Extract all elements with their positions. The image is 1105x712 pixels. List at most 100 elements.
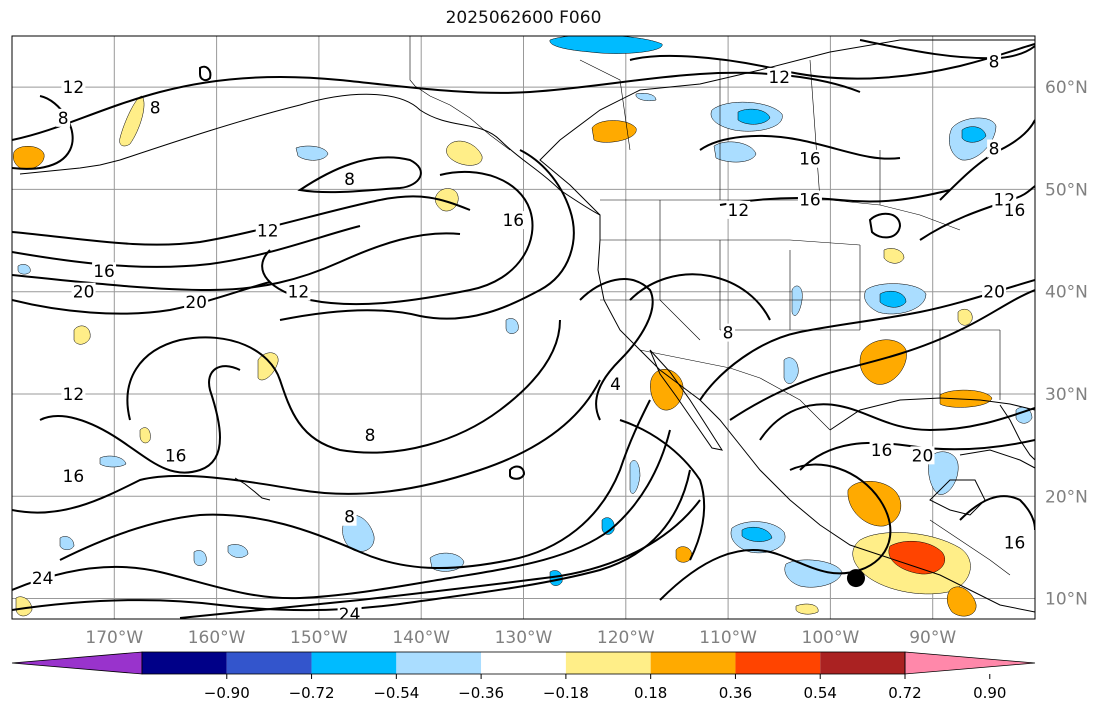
contour-label-background — [92, 262, 117, 281]
contour-line — [579, 278, 654, 421]
longitude-label: 100°W — [802, 628, 860, 648]
positive-anomaly-area — [939, 389, 993, 408]
cuba-coastline — [959, 449, 1035, 469]
contour-label: 12 — [288, 283, 310, 303]
contour-line — [699, 279, 1035, 401]
colorbar-tick-label: 0.72 — [888, 684, 921, 702]
positive-anomaly-area — [119, 95, 145, 147]
contour-line — [719, 189, 951, 206]
longitude-label: 170°W — [85, 628, 143, 648]
alaska-canada-border — [409, 36, 511, 151]
positive-anomaly-area — [257, 352, 279, 381]
contour-label: 8 — [365, 426, 376, 446]
colorbar: −0.90 −0.72 −0.54 −0.36 −0.18 0.18 0.36 0.54 0.7… — [11, 651, 1036, 702]
contour-label-background — [286, 282, 311, 301]
longitude-label: 150°W — [290, 628, 348, 648]
colorbar-segment — [735, 652, 821, 674]
contour-label: 4 — [610, 375, 621, 395]
negative-anomaly-area — [227, 544, 249, 558]
negative-anomaly-area — [549, 570, 563, 586]
colorbar-segment — [396, 652, 482, 674]
latitude-label: 40°N — [1045, 283, 1088, 303]
contour-label: 16 — [799, 191, 821, 211]
colorbar-tick-label: 0.90 — [973, 684, 1006, 702]
negative-anomaly-area — [961, 126, 987, 143]
contour-label-background — [71, 282, 96, 301]
contour-line — [699, 134, 901, 160]
colorbar-tick-label: −0.18 — [543, 684, 589, 702]
contour-line — [12, 71, 861, 141]
negative-anomaly-area — [193, 550, 207, 566]
positive-anomaly-area — [591, 120, 637, 143]
contour-line — [12, 225, 361, 268]
contour-label: 12 — [728, 201, 750, 221]
contour-line — [59, 399, 651, 570]
contour-label-background — [721, 323, 736, 342]
negative-anomaly-area — [295, 145, 329, 161]
positive-anomaly-area — [883, 248, 905, 264]
contour-label-background — [726, 200, 751, 219]
contour-label-background — [987, 52, 1002, 71]
contour-line — [868, 212, 902, 239]
contour-label-background — [163, 446, 188, 465]
contour-label: 16 — [165, 446, 187, 466]
positive-anomaly-area — [435, 188, 459, 212]
contour-label-background — [342, 507, 357, 526]
contour-line — [39, 365, 241, 474]
canada-provinces — [579, 59, 881, 205]
positive-anomaly-area — [13, 146, 45, 170]
contour-line — [12, 281, 271, 315]
contour-label: 16 — [1004, 201, 1026, 221]
colorbar-tick-label: −0.36 — [458, 684, 504, 702]
contour-label-background — [982, 282, 1007, 301]
negative-anomaly-area — [879, 291, 907, 308]
positive-anomaly-area — [73, 325, 91, 345]
contour-line — [12, 379, 601, 514]
contour-line — [509, 465, 526, 480]
contour-label-background — [1002, 200, 1027, 219]
contour-label: 8 — [723, 324, 734, 344]
contour-label: 20 — [912, 446, 934, 466]
baja-california-coastline — [649, 349, 724, 451]
contour-label-background — [61, 384, 86, 403]
contour-label-background — [501, 211, 526, 230]
contour-label-background — [767, 67, 792, 86]
contour-line — [12, 469, 691, 612]
negative-anomaly-area — [784, 559, 843, 588]
contour-line — [12, 232, 461, 292]
negative-anomaly-area — [928, 451, 959, 495]
negative-anomaly-area — [505, 318, 519, 334]
contour-label-background — [797, 190, 822, 209]
negative-anomaly-area — [635, 93, 657, 102]
longitude-labels: 170°W 160°W 150°W 140°W 130°W 120°W 110°W 100°W… — [85, 628, 956, 648]
colorbar-tick-label: −0.72 — [289, 684, 335, 702]
contour-label: 20 — [983, 283, 1005, 303]
contour-label-background — [342, 170, 357, 189]
latitude-label: 60°N — [1045, 78, 1088, 98]
contour-label-background — [987, 139, 1002, 158]
negative-anomaly-area — [17, 264, 31, 275]
contour-label: 12 — [768, 68, 790, 88]
positive-anomaly-area — [795, 603, 819, 615]
alaska-coastline — [119, 93, 601, 216]
contour-label-background — [30, 569, 55, 588]
contour-label: 16 — [799, 150, 821, 170]
contour-label: 16 — [1004, 533, 1026, 553]
contour-label: 20 — [185, 293, 207, 313]
contour-label: 8 — [344, 508, 355, 528]
contour-label: 24 — [339, 605, 361, 625]
colorbar-tick-label: 0.54 — [804, 684, 837, 702]
contour-line — [279, 149, 575, 321]
colorbar-segment — [311, 652, 397, 674]
contour-label: 16 — [502, 211, 524, 231]
contour-label: 12 — [63, 78, 85, 98]
contour-label: 8 — [989, 53, 1000, 73]
contour-line — [959, 495, 1035, 531]
colorbar-segment — [481, 652, 566, 674]
contour-line — [729, 289, 1035, 421]
positive-anomaly-area — [15, 596, 33, 617]
map-title: 2025062600 F060 — [445, 8, 602, 28]
state-lines — [600, 200, 1001, 400]
longitude-label: 90°W — [909, 628, 956, 648]
